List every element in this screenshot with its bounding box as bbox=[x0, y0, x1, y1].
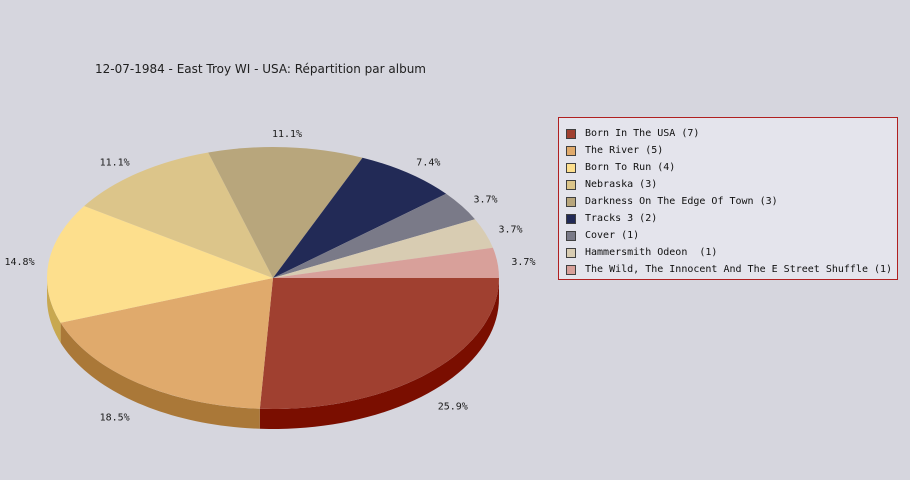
legend-label: Born To Run (4) bbox=[585, 162, 676, 173]
legend-swatch bbox=[566, 196, 576, 207]
pie-slice-1 bbox=[259, 278, 499, 410]
legend-swatch bbox=[566, 179, 576, 190]
legend-item-3: Born To Run (4) bbox=[566, 159, 891, 176]
pie-slice-2 bbox=[60, 278, 273, 409]
legend-swatch bbox=[566, 213, 576, 224]
pie-slice-7 bbox=[273, 193, 475, 278]
slice-percent-label-2: 18.5% bbox=[100, 412, 130, 423]
legend: Born In The USA (7) The River (5) Born To … bbox=[558, 117, 898, 280]
legend-swatch bbox=[566, 145, 576, 156]
legend-label: Cover (1) bbox=[585, 230, 640, 241]
chart-title: 12-07-1984 - East Troy WI - USA: Réparti… bbox=[95, 62, 426, 76]
legend-swatch bbox=[566, 162, 576, 173]
legend-swatch bbox=[566, 230, 576, 241]
legend-label: Born In The USA (7) bbox=[585, 128, 700, 139]
legend-swatch bbox=[566, 128, 576, 139]
legend-item-8: Hammersmith Odeon (1) bbox=[566, 244, 891, 261]
slice-percent-label-4: 11.1% bbox=[100, 158, 130, 169]
legend-item-2: The River (5) bbox=[566, 142, 891, 159]
legend-item-6: Tracks 3 (2) bbox=[566, 210, 891, 227]
slice-percent-label-7: 3.7% bbox=[474, 194, 498, 205]
pie-side-2 bbox=[60, 322, 260, 429]
legend-item-9: The Wild, The Innocent And The E Street … bbox=[566, 261, 893, 278]
pie-slice-6 bbox=[273, 157, 447, 278]
pie-side-3 bbox=[47, 278, 61, 343]
legend-label: The Wild, The Innocent And The E Street … bbox=[585, 264, 893, 275]
legend-swatch bbox=[566, 264, 576, 275]
pie-slice-8 bbox=[273, 219, 493, 278]
pie-labels: 25.9% 18.5% 14.8% 11.1% 11.1% 7.4% 3.7% 3.7% 3.7… bbox=[4, 129, 535, 423]
slice-percent-label-8: 3.7% bbox=[499, 224, 523, 235]
legend-label: Hammersmith Odeon (1) bbox=[585, 247, 718, 258]
pie-side-1 bbox=[259, 278, 499, 429]
slice-percent-label-1: 25.9% bbox=[438, 402, 468, 413]
pie-slice-3 bbox=[47, 206, 274, 323]
legend-label: Tracks 3 (2) bbox=[585, 213, 658, 224]
legend-item-1: Born In The USA (7) bbox=[566, 125, 891, 142]
slice-percent-label-9: 3.7% bbox=[511, 257, 535, 268]
pie-slice-4 bbox=[84, 152, 274, 278]
legend-item-5: Darkness On The Edge Of Town (3) bbox=[566, 193, 891, 210]
pie-side-walls bbox=[47, 278, 499, 429]
pie-slice-5 bbox=[208, 146, 363, 278]
slice-percent-label-6: 7.4% bbox=[416, 158, 440, 169]
legend-label: Nebraska (3) bbox=[585, 179, 658, 190]
pie-slice-9 bbox=[273, 247, 499, 278]
legend-item-4: Nebraska (3) bbox=[566, 176, 891, 193]
pie-slices bbox=[47, 146, 499, 410]
legend-swatch bbox=[566, 247, 576, 258]
legend-label: The River (5) bbox=[585, 145, 664, 156]
legend-label: Darkness On The Edge Of Town (3) bbox=[585, 196, 778, 207]
legend-item-7: Cover (1) bbox=[566, 227, 891, 244]
slice-percent-label-3: 14.8% bbox=[4, 257, 34, 268]
slice-percent-label-5: 11.1% bbox=[272, 129, 302, 140]
